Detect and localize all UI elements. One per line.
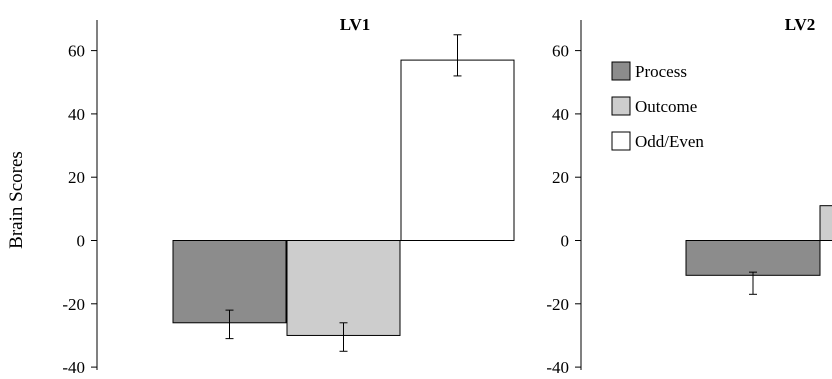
- lv1-title: LV1: [340, 15, 371, 34]
- lv2-y-tick-label: 60: [552, 42, 569, 61]
- legend-label: Process: [635, 62, 687, 81]
- lv1-y-tick-label: 20: [68, 168, 85, 187]
- lv1-bar-outcome: [286, 240, 401, 336]
- lv2-y-tick-label: -20: [546, 295, 569, 314]
- legend-label: Outcome: [635, 97, 697, 116]
- panel-lv1: LV1 60 40 20 0 -20 -40 Brain Scores: [6, 15, 515, 377]
- panel-lv2: LV2 60 40 20 0 -20 -40: [546, 15, 832, 377]
- lv2-title: LV2: [785, 15, 816, 34]
- lv1-y-tick-label: 60: [68, 42, 85, 61]
- legend-swatch-outcome: [611, 96, 631, 116]
- lv1-bar-odd-even: [400, 59, 515, 241]
- legend: Process Outcome Odd/Even: [611, 61, 704, 151]
- lv2-y-tick-label: 20: [552, 168, 569, 187]
- lv2-y-tick-label: 0: [561, 232, 570, 251]
- lv2-bar-outcome: [819, 205, 832, 241]
- legend-label: Odd/Even: [635, 132, 704, 151]
- lv1-y-tick-label: 0: [77, 232, 86, 251]
- lv1-y-tick-label: -20: [62, 295, 85, 314]
- legend-swatch-odd-even: [611, 131, 631, 151]
- lv1-y-tick-label: 40: [68, 105, 85, 124]
- lv1-y-tick-label: -40: [62, 358, 85, 377]
- legend-swatch-process: [611, 61, 631, 81]
- lv1-y-axis-label: Brain Scores: [6, 151, 27, 249]
- lv2-y-tick-label: -40: [546, 358, 569, 377]
- lv2-bar-process: [685, 240, 821, 276]
- lv2-y-tick-label: 40: [552, 105, 569, 124]
